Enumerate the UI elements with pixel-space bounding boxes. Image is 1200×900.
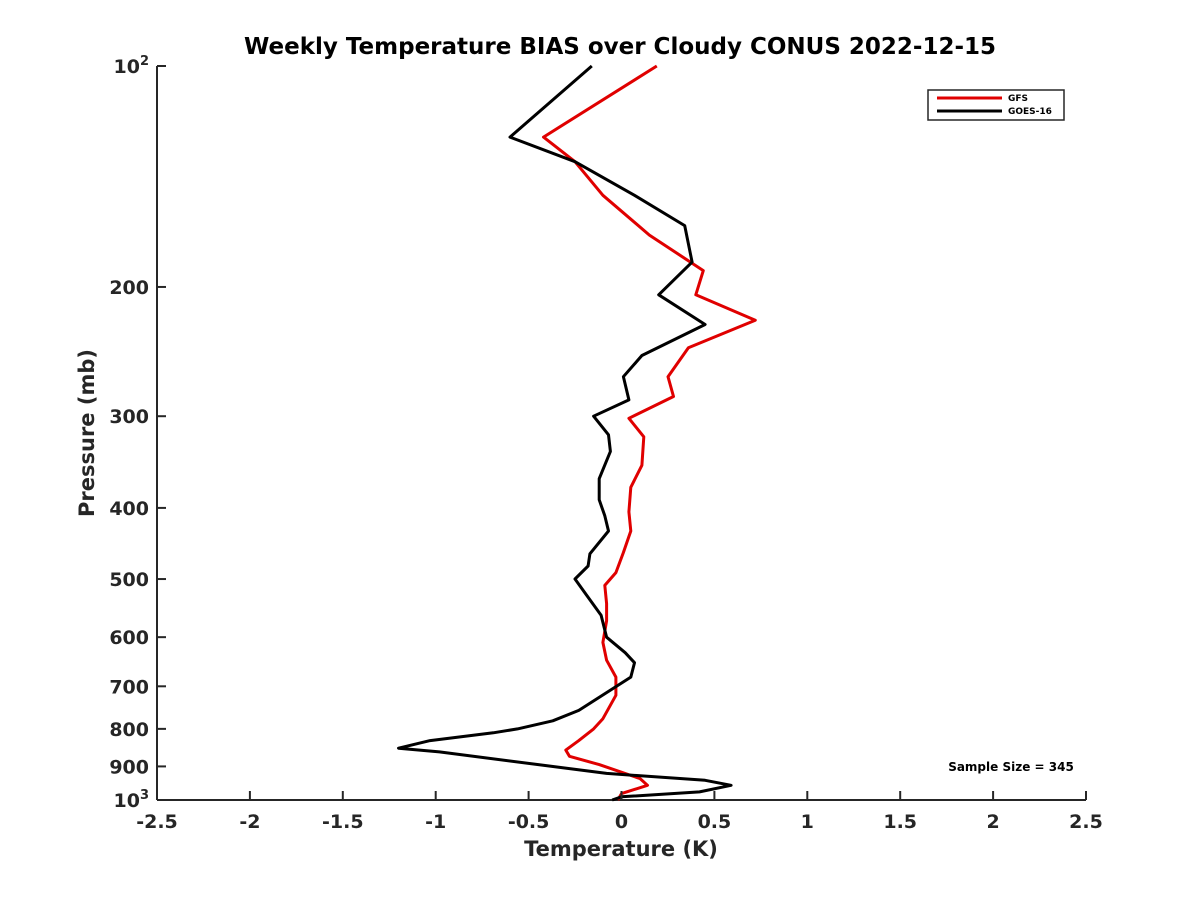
- y-tick-label: 500: [109, 569, 149, 591]
- x-tick-label: -0.5: [508, 811, 550, 833]
- chart-title: Weekly Temperature BIAS over Cloudy CONU…: [244, 34, 996, 60]
- x-tick-label: 2.5: [1069, 811, 1103, 833]
- x-tick-label: 2: [986, 811, 999, 833]
- x-tick-label: -1: [425, 811, 446, 833]
- y-tick-label: 900: [109, 756, 149, 778]
- y-tick-label: 200: [109, 277, 149, 299]
- x-tick-label: -1.5: [322, 811, 364, 833]
- legend-box: [927, 89, 1065, 121]
- x-tick-label: 1: [801, 811, 814, 833]
- x-axis-label: Temperature (K): [524, 837, 718, 861]
- legend-label: GFS: [1008, 94, 1028, 104]
- x-tick-label: 1.5: [883, 811, 917, 833]
- series-line-gfs: [542, 64, 757, 801]
- plot-area: [156, 64, 1086, 802]
- y-tick-label: 103: [114, 788, 150, 812]
- y-tick-label: 600: [109, 627, 149, 649]
- y-axis-label: Pressure (mb): [75, 349, 99, 517]
- legend-label: GOES-16: [1008, 107, 1052, 117]
- y-tick-label: 700: [109, 676, 149, 698]
- y-tick-label: 800: [109, 719, 149, 741]
- x-tick-label: -2.5: [136, 811, 178, 833]
- x-axis: -2.5 -2 -1.5 -1 -0.5 0 0.5 1 1.5 2 2.5: [136, 791, 1103, 833]
- series-line-goes-16: [397, 64, 733, 802]
- x-tick-label: 0.5: [698, 811, 732, 833]
- legend: GFS GOES-16: [927, 89, 1065, 121]
- y-tick-label: 400: [109, 498, 149, 520]
- y-tick-label: 102: [114, 54, 150, 78]
- sample-size-annotation: Sample Size = 345: [948, 760, 1074, 774]
- y-axis: 102 200 300 400 500 600 700 800 900 103: [109, 54, 166, 812]
- y-tick-label: 300: [109, 406, 149, 428]
- x-tick-label: -2: [239, 811, 260, 833]
- x-tick-label: 0: [615, 811, 628, 833]
